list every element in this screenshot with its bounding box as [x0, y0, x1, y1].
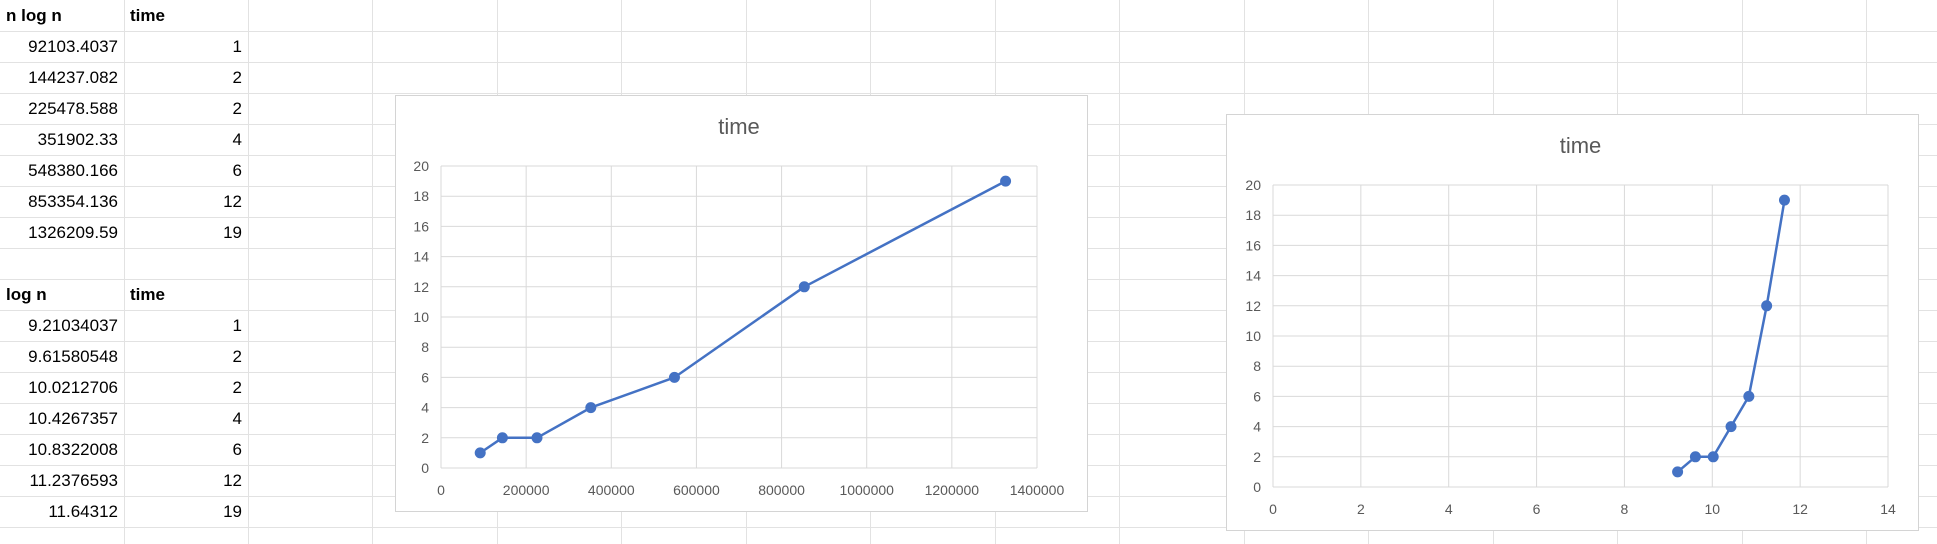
data-point — [1000, 175, 1012, 187]
x-tick-label: 1000000 — [839, 482, 894, 498]
x-tick-label: 0 — [437, 482, 445, 498]
table2-cell-time[interactable]: 2 — [232, 378, 242, 397]
y-tick-label: 20 — [413, 158, 429, 174]
data-point — [798, 281, 810, 293]
x-tick-label: 1400000 — [1010, 482, 1065, 498]
chart-n-log-n-vs-time[interactable]: time 0 2 4 6 8 10 12 14 16 18 20 0 200000 400000 600000… — [395, 95, 1088, 512]
y-tick-label: 6 — [421, 369, 429, 385]
y-tick-label: 8 — [421, 339, 429, 355]
table1-header-time[interactable]: time — [130, 6, 165, 25]
y-tick-label: 6 — [1253, 388, 1261, 404]
y-tick-label: 10 — [1245, 328, 1261, 344]
x-tick-label: 12 — [1792, 501, 1808, 517]
x-tick-label: 8 — [1621, 501, 1629, 517]
data-point — [474, 447, 486, 459]
table1-cell-time[interactable]: 2 — [232, 68, 242, 87]
chart-title: time — [718, 114, 760, 139]
x-tick-label: 6 — [1533, 501, 1541, 517]
y-tick-label: 2 — [1253, 449, 1261, 465]
x-tick-label: 200000 — [503, 482, 550, 498]
table1-cell-time[interactable]: 1 — [232, 37, 242, 56]
table1-cell-x[interactable]: 351902.33 — [37, 130, 118, 149]
table2-header-x[interactable]: log n — [6, 285, 47, 304]
y-tick-label: 14 — [1245, 268, 1261, 284]
data-point — [1743, 390, 1755, 402]
table2-header-time[interactable]: time — [130, 285, 165, 304]
x-tick-label: 800000 — [758, 482, 805, 498]
table2-cell-x[interactable]: 9.21034037 — [28, 316, 118, 335]
data-point — [1725, 421, 1737, 433]
y-tick-label: 18 — [1245, 207, 1261, 223]
table1-cell-time[interactable]: 19 — [223, 223, 242, 242]
x-tick-label: 600000 — [673, 482, 720, 498]
y-tick-label: 0 — [1253, 479, 1261, 495]
y-tick-label: 4 — [421, 400, 429, 416]
data-point — [1707, 451, 1719, 463]
table2-cell-time[interactable]: 12 — [223, 471, 242, 490]
data-point — [1778, 194, 1790, 206]
chart-log-n-vs-time[interactable]: time 0 2 4 6 8 10 12 14 16 18 20 0 2 4 6 8 10 12 14 — [1226, 114, 1919, 531]
y-tick-label: 16 — [413, 218, 429, 234]
y-tick-label: 16 — [1245, 237, 1261, 253]
y-tick-label: 10 — [413, 309, 429, 325]
data-point — [1689, 451, 1701, 463]
x-tick-label: 2 — [1357, 501, 1365, 517]
table2-cell-time[interactable]: 6 — [232, 440, 242, 459]
table1-cell-x[interactable]: 853354.136 — [28, 192, 118, 211]
y-tick-label: 8 — [1253, 358, 1261, 374]
table1-cell-x[interactable]: 92103.4037 — [28, 37, 118, 56]
y-tick-label: 12 — [1245, 298, 1261, 314]
y-tick-label: 0 — [421, 460, 429, 476]
table2-cell-time[interactable]: 2 — [232, 347, 242, 366]
table2-cell-x[interactable]: 11.2376593 — [29, 471, 118, 490]
y-tick-label: 4 — [1253, 419, 1261, 435]
table2-cell-x[interactable]: 10.0212706 — [28, 378, 118, 397]
data-point — [496, 432, 508, 444]
data-point — [531, 432, 543, 444]
x-tick-label: 14 — [1880, 501, 1896, 517]
x-tick-label: 10 — [1704, 501, 1720, 517]
x-tick-label: 4 — [1445, 501, 1453, 517]
table2-cell-x[interactable]: 10.8322008 — [28, 440, 118, 459]
y-tick-label: 14 — [413, 249, 429, 265]
table1-cell-time[interactable]: 4 — [232, 130, 242, 149]
y-tick-label: 2 — [421, 430, 429, 446]
chart-title: time — [1560, 133, 1602, 158]
table2-cell-time[interactable]: 4 — [232, 409, 242, 428]
table1-cell-time[interactable]: 12 — [223, 192, 242, 211]
y-tick-label: 18 — [413, 188, 429, 204]
table1-cell-time[interactable]: 6 — [232, 161, 242, 180]
table1-header-x[interactable]: n log n — [6, 6, 62, 25]
table1-cell-x[interactable]: 1326209.59 — [28, 223, 118, 242]
table2-cell-x[interactable]: 10.4267357 — [28, 409, 118, 428]
table1-cell-x[interactable]: 548380.166 — [28, 161, 118, 180]
x-tick-label: 0 — [1269, 501, 1277, 517]
table2-cell-x[interactable]: 9.61580548 — [28, 347, 118, 366]
x-tick-label: 1200000 — [925, 482, 980, 498]
y-tick-label: 12 — [413, 279, 429, 295]
table1-cell-x[interactable]: 225478.588 — [28, 99, 118, 118]
table1-cell-x[interactable]: 144237.082 — [28, 68, 118, 87]
data-point — [1761, 300, 1773, 312]
chart-log-n-plot: time 0 2 4 6 8 10 12 14 16 18 20 0 2 4 6 8 10 12 14 — [1245, 133, 1896, 517]
data-point — [1672, 466, 1684, 478]
data-point — [585, 402, 597, 414]
chart-n-log-n-plot: time 0 2 4 6 8 10 12 14 16 18 20 0 200000 400000 600000… — [413, 114, 1065, 498]
data-point — [668, 371, 680, 383]
table2-cell-time[interactable]: 1 — [232, 316, 242, 335]
table2-cell-time[interactable]: 19 — [223, 502, 242, 521]
y-tick-label: 20 — [1245, 177, 1261, 193]
x-tick-label: 400000 — [588, 482, 635, 498]
table2-cell-x[interactable]: 11.64312 — [48, 502, 118, 521]
table1-cell-time[interactable]: 2 — [232, 99, 242, 118]
